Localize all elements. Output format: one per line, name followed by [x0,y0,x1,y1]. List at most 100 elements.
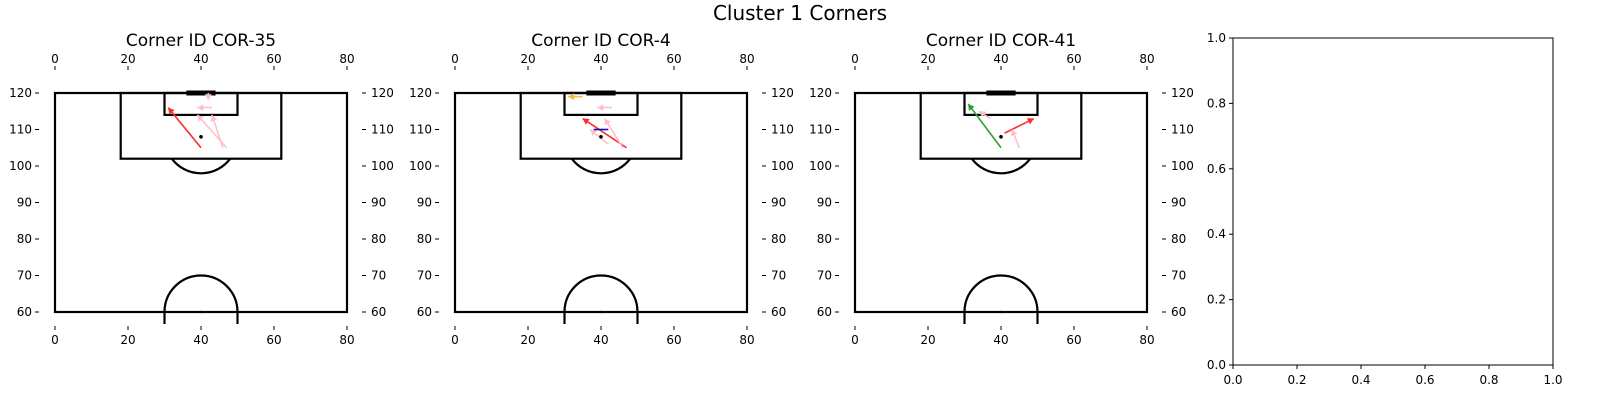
y-tick-label-left: 70 [417,269,432,283]
y-tick-label-left: 60 [17,305,32,319]
y-tick-label-right: 90 [771,196,786,210]
penalty-arc [970,158,1032,175]
y-tick-label-right: 80 [371,232,386,246]
pass-arrow [967,103,1002,149]
x-tick-label: 1.0 [1543,373,1562,387]
x-tick-label-bottom: 0 [51,333,59,347]
y-tick-label-left: 90 [817,196,832,210]
x-tick-label-top: 20 [520,52,535,66]
centre-circle [163,274,239,324]
y-tick-label-right: 70 [771,269,786,283]
x-tick-label-top: 60 [1066,52,1081,66]
y-tick-label: 0.0 [1207,358,1226,372]
pitch-panel-3: Corner ID COR-41 0 0 20 20 40 40 60 60 80 80 60 60 70… [809,31,1194,347]
x-tick-label-bottom: 40 [193,333,208,347]
panel-title: Corner ID COR-35 [126,31,276,51]
y-tick-label-left: 100 [9,159,32,173]
x-tick-label-top: 80 [739,52,754,66]
pass-arrowhead [197,114,204,122]
pass-arrowhead [204,94,212,101]
y-tick-label-left: 60 [817,305,832,319]
y-tick-label-left: 80 [817,232,832,246]
penalty-box [919,91,1083,160]
pitch-outline [453,91,749,314]
y-tick-label-left: 120 [9,86,32,100]
y-tick-label: 1.0 [1207,31,1226,45]
pitch-outline [853,91,1149,314]
x-tick-label-top: 60 [666,52,681,66]
penalty-arc [170,158,232,175]
six-yard-box [963,91,1039,116]
x-tick-label-bottom: 40 [593,333,608,347]
penalty-box [119,91,283,160]
six-yard-box [163,91,239,116]
x-tick-label-top: 0 [851,52,859,66]
penalty-arc [570,158,632,175]
x-tick-label: 0.0 [1223,373,1242,387]
x-tick-label: 0.6 [1415,373,1434,387]
pass-arrowhead [597,104,604,112]
panels-group: Corner ID COR-35 0 0 20 20 40 40 60 60 80 80 60 60 70… [9,31,1562,387]
centre-spot [199,310,203,314]
y-tick-label-left: 100 [809,159,832,173]
y-tick-label-left: 100 [409,159,432,173]
y-tick-label-right: 70 [1171,269,1186,283]
y-tick-label-left: 80 [417,232,432,246]
x-tick-label: 0.2 [1287,373,1306,387]
x-tick-label-bottom: 20 [920,333,935,347]
data-point [599,135,603,139]
x-tick-label-top: 60 [266,52,281,66]
y-tick-label-left: 120 [809,86,832,100]
x-tick-label-top: 80 [1139,52,1154,66]
y-tick-label-right: 80 [1171,232,1186,246]
x-tick-label-top: 0 [451,52,459,66]
pitch-panel-1: Corner ID COR-35 0 0 20 20 40 40 60 60 80 80 60 60 70… [9,31,394,347]
x-tick-label-bottom: 60 [666,333,681,347]
y-tick-label-right: 110 [771,123,794,137]
pass-arrowhead [979,111,987,118]
x-tick-label-top: 20 [120,52,135,66]
y-tick-label-right: 90 [371,196,386,210]
y-tick-label-right: 60 [771,305,786,319]
pass-arrowhead [968,103,975,111]
data-point [999,135,1003,139]
y-tick-label-right: 60 [371,305,386,319]
x-tick-label-bottom: 60 [266,333,281,347]
x-tick-label: 0.4 [1351,373,1370,387]
y-tick-label-right: 110 [371,123,394,137]
pass-arrowhead [1026,118,1034,125]
panel-title: Corner ID COR-41 [926,31,1076,51]
x-tick-label-top: 40 [593,52,608,66]
y-tick-label-left: 90 [417,196,432,210]
x-tick-label-top: 80 [339,52,354,66]
x-tick-label-bottom: 0 [851,333,859,347]
y-tick-label-right: 70 [371,269,386,283]
centre-spot [599,310,603,314]
pitch-panel-2: Corner ID COR-4 0 0 20 20 40 40 60 60 80 80 60 60 70 7… [409,31,794,347]
y-tick-label-left: 110 [409,123,432,137]
y-tick-label-left: 80 [17,232,32,246]
pass-arrowhead [1010,129,1018,137]
centre-circle [563,274,639,324]
pass-arrowhead [210,114,218,122]
x-tick-label-top: 40 [993,52,1008,66]
empty-axes-panel: 0.0 0.2 0.4 0.6 0.8 1.0 0.0 0.2 0.4 0.6 0.8 1.0 [1207,31,1563,387]
figure-title: Cluster 1 Corners [713,1,887,25]
y-tick-label-right: 80 [771,232,786,246]
y-tick-label: 0.8 [1207,96,1226,110]
data-point [199,135,203,139]
y-tick-label-left: 120 [409,86,432,100]
axes-frame [1232,37,1554,366]
y-tick-label-right: 120 [371,86,394,100]
pass-arrow [167,107,202,149]
pass-arrowhead [197,104,204,112]
y-tick-label-left: 60 [417,305,432,319]
x-tick-label-top: 0 [51,52,59,66]
y-tick-label-left: 110 [809,123,832,137]
x-tick-label-top: 20 [920,52,935,66]
x-tick-label-bottom: 20 [120,333,135,347]
pass-arrowhead [604,118,611,126]
y-tick-label-right: 120 [1171,86,1194,100]
x-tick-label-bottom: 80 [739,333,754,347]
